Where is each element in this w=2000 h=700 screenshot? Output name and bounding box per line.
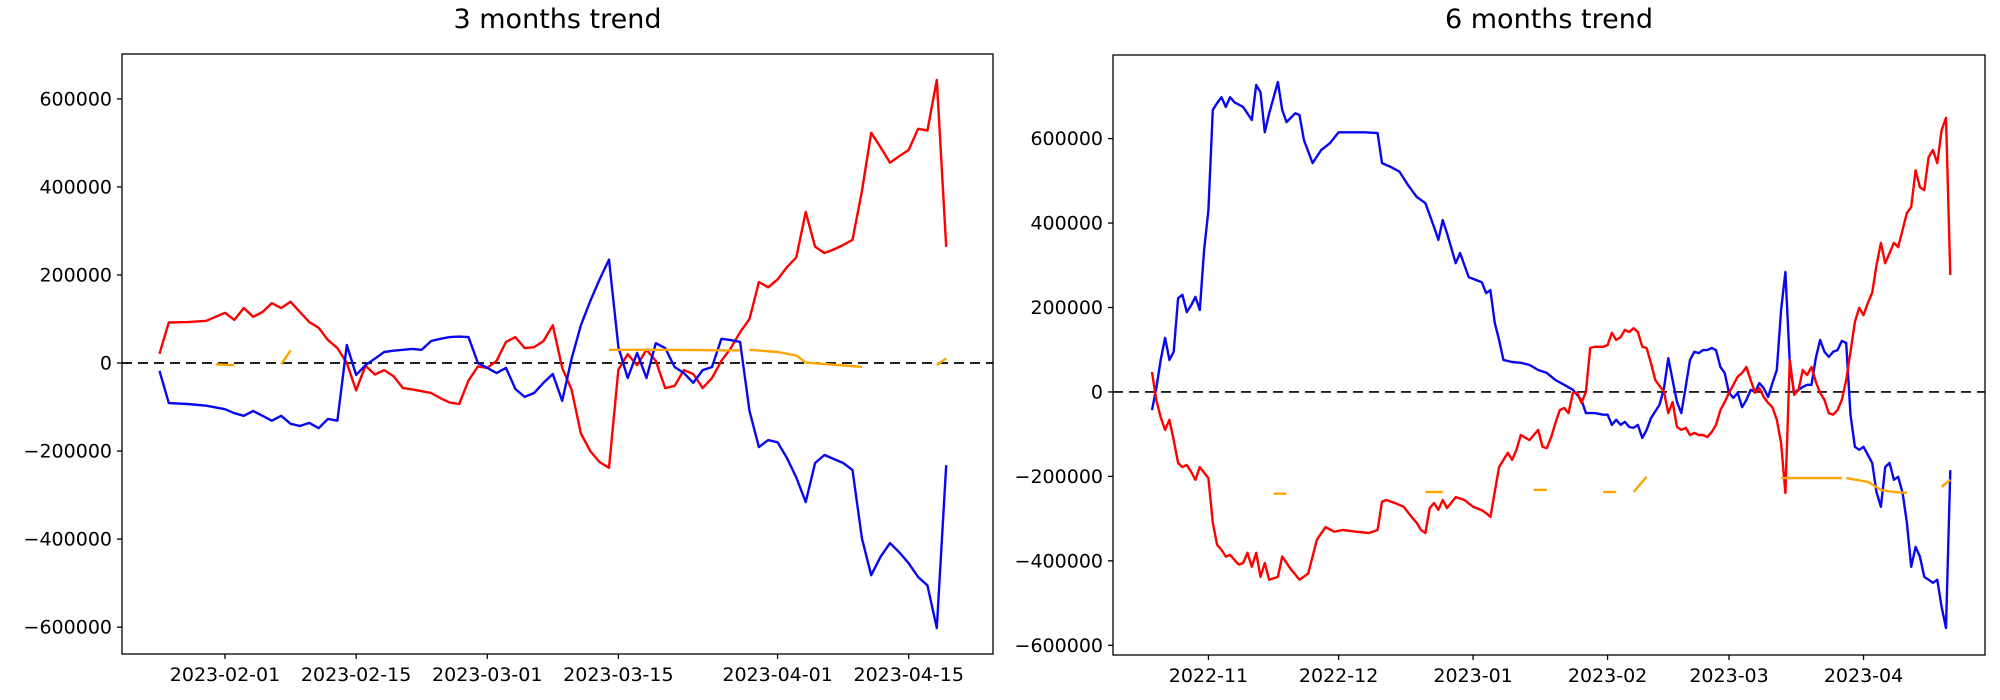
y-tick-label: −200000: [24, 441, 112, 463]
y-tick-label: 200000: [39, 264, 112, 286]
x-tick-label: 2023-02: [1568, 665, 1647, 687]
x-tick-label: 2023-03-15: [563, 664, 673, 686]
red-line: [1150, 116, 1952, 581]
y-tick-label: −600000: [1015, 635, 1103, 657]
y-tick-label: 0: [100, 353, 112, 375]
x-tick-label: 2023-03-01: [432, 664, 542, 686]
y-tick-label: 600000: [1030, 128, 1103, 150]
chart-title-6-months: 6 months trend: [1445, 4, 1653, 35]
chart-title-3-months: 3 months trend: [453, 4, 662, 35]
y-tick-label: −200000: [1015, 466, 1103, 488]
x-tick-label: 2023-04-01: [722, 664, 832, 686]
orange-line: [749, 348, 862, 369]
x-tick-label: 2023-01: [1433, 665, 1512, 687]
orange-line: [609, 348, 741, 352]
orange-line: [936, 357, 947, 367]
x-tick-label: 2022-12: [1299, 665, 1378, 687]
orange-line: [215, 363, 235, 367]
y-tick-label: 0: [1091, 381, 1103, 403]
x-tick-label: 2023-02-15: [301, 664, 411, 686]
x-tick-label: 2023-04: [1824, 665, 1903, 687]
blue-line: [158, 258, 948, 630]
x-tick-label: 2023-04-15: [853, 664, 963, 686]
y-tick-label: 400000: [39, 176, 112, 198]
y-tick-label: −400000: [1015, 550, 1103, 572]
y-tick-label: 600000: [39, 88, 112, 110]
axes-spines: [1112, 54, 1986, 656]
orange-line: [1632, 476, 1648, 493]
orange-line: [280, 349, 292, 365]
blue-line: [1150, 80, 1952, 630]
y-tick-label: −400000: [24, 529, 112, 551]
y-tick-label: −600000: [24, 617, 112, 639]
red-line: [158, 78, 948, 469]
y-tick-label: 200000: [1030, 297, 1103, 319]
y-tick-label: 400000: [1030, 213, 1103, 235]
axes-spines: [121, 53, 994, 655]
x-tick-label: 2023-03: [1689, 665, 1768, 687]
orange-line: [1940, 478, 1952, 488]
x-tick-label: 2023-02-01: [170, 664, 280, 686]
orange-line: [1845, 476, 1907, 495]
x-tick-label: 2022-11: [1169, 665, 1248, 687]
